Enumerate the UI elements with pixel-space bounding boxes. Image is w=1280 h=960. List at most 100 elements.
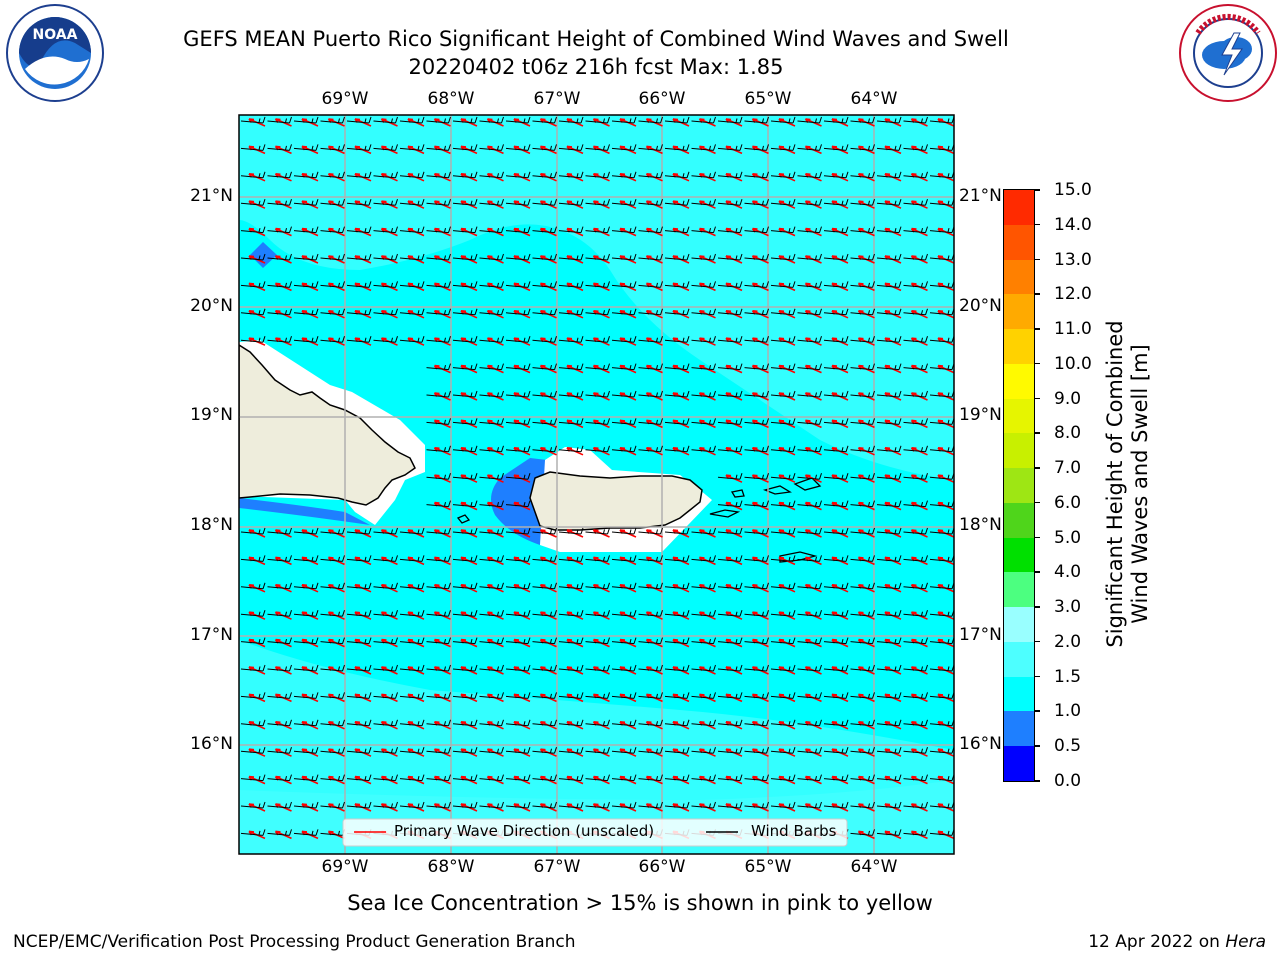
wind-barb [717, 473, 743, 480]
colorbar-tick-label: 6.0 [1054, 492, 1082, 513]
wind-barb [850, 637, 875, 645]
wind-barb [717, 144, 743, 151]
wind-barb [558, 418, 584, 425]
wind-barb [638, 363, 663, 371]
wind-barb [823, 664, 849, 672]
wind-barb [744, 171, 769, 179]
wind-barb [452, 747, 478, 754]
wind-barb [479, 692, 504, 699]
wind-barb [479, 226, 504, 234]
wind-barb [638, 226, 663, 234]
wind-barb [558, 610, 584, 617]
wind-barb [373, 527, 398, 535]
wind-barb [876, 719, 902, 727]
wind-barb [770, 144, 796, 151]
wind-barb [346, 171, 372, 179]
wind-barb [240, 171, 266, 179]
noaa-logo: NOAA [6, 4, 104, 102]
wind-barb [320, 144, 345, 151]
wind-barb [532, 418, 557, 425]
wind-barb [346, 719, 372, 727]
wind-barb [479, 336, 504, 343]
wind-barb [532, 253, 557, 261]
wind-barb [585, 610, 610, 617]
wind-barb [267, 774, 292, 782]
wind-barb [505, 774, 531, 782]
wind-barb [293, 226, 319, 234]
wind-barb [373, 774, 398, 782]
wind-barb [320, 774, 345, 782]
wind-barb [426, 336, 451, 343]
wind-barb [479, 527, 504, 535]
wind-barb [585, 774, 610, 782]
wind-barb [293, 610, 319, 617]
wind-barb [717, 500, 743, 508]
wind-barb [691, 390, 716, 398]
wind-barb [558, 555, 584, 562]
wind-barb [850, 747, 875, 754]
wind-barb [611, 801, 637, 809]
wind-barb [691, 747, 716, 754]
legend-wave-label: Primary Wave Direction (unscaled) [394, 822, 655, 840]
wind-barb [638, 171, 663, 179]
wind-barb [240, 144, 266, 151]
wind-barb [585, 116, 610, 124]
wind-barb [664, 144, 690, 151]
wind-barb [664, 308, 690, 316]
wind-barb [320, 582, 345, 590]
colorbar-tick-label: 9.0 [1054, 388, 1082, 409]
wind-barb [558, 692, 584, 699]
wind-barb [585, 171, 610, 179]
wind-barb [611, 664, 637, 672]
wind-barb [505, 527, 531, 535]
wind-barb [638, 445, 663, 453]
wind-barb [426, 253, 451, 261]
wind-barb [903, 747, 928, 754]
wind-barb [903, 582, 928, 590]
wind-barb [585, 801, 610, 809]
wind-barb [240, 692, 266, 699]
wind-barb [505, 500, 531, 508]
wind-barb [744, 637, 769, 645]
wind-barb [797, 363, 822, 371]
wind-barb [850, 363, 875, 371]
wind-barb [426, 390, 451, 398]
wind-barb [823, 144, 849, 151]
wind-barb [346, 527, 372, 535]
wind-barb [823, 692, 849, 699]
colorbar-tick-mark [1034, 571, 1040, 573]
wind-barb [823, 363, 849, 371]
wind-barb [903, 418, 928, 425]
wind-barb [797, 774, 822, 782]
wind-barb [452, 637, 478, 645]
wind-barb [293, 253, 319, 261]
wind-barb [876, 363, 902, 371]
wind-barb [532, 555, 557, 562]
wind-barb [558, 226, 584, 234]
wind-barb [452, 281, 478, 288]
wind-barb [664, 610, 690, 617]
colorbar-tick-label: 14.0 [1054, 214, 1092, 235]
wind-barb [797, 390, 822, 398]
wind-barb [770, 199, 796, 206]
wind-barb [479, 418, 504, 425]
wind-barb [611, 582, 637, 590]
wind-barb [505, 144, 531, 151]
wind-barb [691, 610, 716, 617]
wind-barb [823, 336, 849, 343]
wind-barb [664, 747, 690, 754]
wind-barb [744, 363, 769, 371]
wind-barb [691, 199, 716, 206]
wind-barb [399, 308, 425, 316]
wind-barb [876, 500, 902, 508]
wind-barb [850, 719, 875, 727]
wind-barb [399, 801, 425, 809]
wind-barb [638, 610, 663, 617]
wind-barb [346, 116, 372, 124]
wind-barb [532, 390, 557, 398]
wind-barb [664, 253, 690, 261]
wind-barb [479, 116, 504, 124]
wind-barb [426, 801, 451, 809]
colorbar-segment [1004, 537, 1034, 573]
wind-barb [426, 527, 451, 535]
